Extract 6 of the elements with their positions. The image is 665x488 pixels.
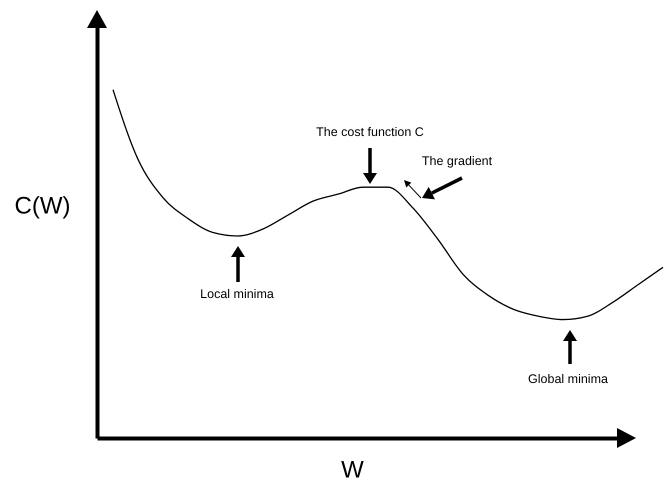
annotation: Global minima [528,372,608,386]
x-axis-title: W [341,456,364,484]
y-axis-title: C(W) [14,192,70,220]
annotation: The cost function C [316,125,424,139]
annotation: The gradient [422,154,492,168]
annotation: Local minima [200,287,274,301]
